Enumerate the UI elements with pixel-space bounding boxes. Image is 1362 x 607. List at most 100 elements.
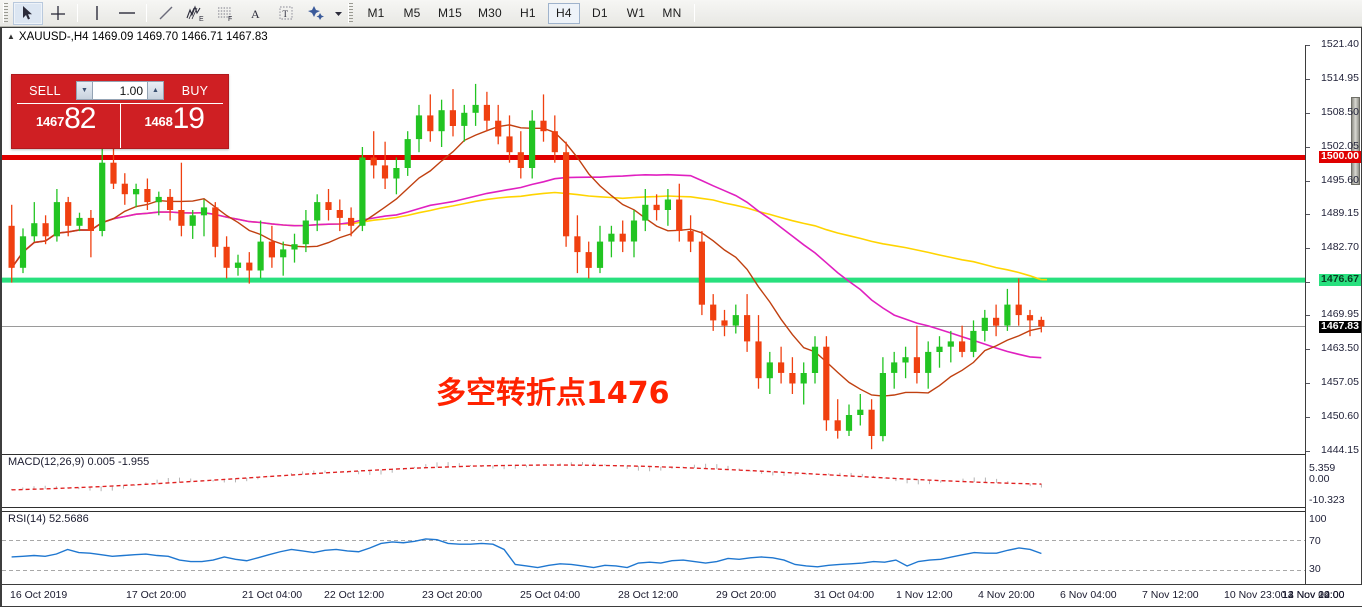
chart-annotation-text[interactable]: 多空转折点1476: [436, 376, 670, 411]
sell-price-fraction: 82: [64, 102, 96, 135]
price-tick-label: 1508.50: [1321, 105, 1359, 118]
svg-text:E: E: [199, 16, 204, 22]
time-tick-label: 12 Nov 04:00: [1282, 589, 1345, 601]
price-chart-svg: [2, 83, 1308, 450]
price-tick-label: 1482.70: [1321, 241, 1359, 254]
price-tick: [1306, 146, 1310, 148]
volume-increase-icon[interactable]: ▲: [147, 81, 164, 100]
price-tick: [1306, 214, 1310, 216]
toolbar-grip-timeframes[interactable]: [348, 3, 356, 23]
price-tick-label: 1450.60: [1321, 410, 1359, 423]
text-icon[interactable]: A: [241, 2, 271, 25]
time-tick-label: 29 Oct 20:00: [716, 589, 777, 601]
buy-button[interactable]: 1468 19: [121, 104, 229, 148]
shapes-icon[interactable]: [301, 2, 331, 25]
price-tick: [1306, 315, 1310, 317]
symbol-ohlc-text: XAUUSD-,H4 1469.09 1469.70 1466.71 1467.…: [18, 30, 268, 43]
svg-text:F: F: [228, 16, 232, 22]
time-tick-label: 17 Oct 20:00: [126, 589, 187, 601]
time-tick-label: 13 Nov 12:00: [1282, 589, 1345, 601]
svg-text:T: T: [283, 9, 289, 19]
chart-window[interactable]: ▲ XAUUSD-,H4 1469.09 1469.70 1466.71 146…: [0, 27, 1362, 607]
trade-panel-top-row: SELL ▼ 1.00 ▲ BUY: [12, 75, 228, 103]
time-tick-label: 28 Oct 12:00: [618, 589, 679, 601]
timeframe-h1-button[interactable]: H1: [520, 6, 536, 20]
macd-scale: 5.359 0.00 -10.323: [1305, 454, 1361, 511]
rsi-tick-label: 70: [1309, 535, 1321, 547]
price-tick: [1306, 45, 1310, 46]
timeframe-m15-button[interactable]: M15: [438, 6, 462, 20]
price-tick-label: 1514.95: [1321, 71, 1359, 84]
elliott-wave-icon[interactable]: E: [181, 2, 211, 25]
one-click-trading-panel[interactable]: SELL ▼ 1.00 ▲ BUY 1467 82 1468 19: [11, 74, 229, 149]
price-tick-label: 1469.95: [1321, 308, 1359, 321]
timeframe-m30-button[interactable]: M30: [477, 6, 502, 20]
rsi-tick-label: 100: [1309, 513, 1327, 525]
time-tick-label: 10 Nov 23:00: [1224, 589, 1287, 601]
toolbar-grip-tools[interactable]: [3, 3, 11, 23]
symbol-ohlc-bar: ▲ XAUUSD-,H4 1469.09 1469.70 1466.71 146…: [2, 28, 1361, 45]
volume-input[interactable]: 1.00: [93, 81, 147, 100]
toolbar-separator: [77, 4, 78, 22]
time-tick-label: 7 Nov 12:00: [1142, 589, 1199, 601]
vertical-scrollbar[interactable]: [1351, 97, 1360, 185]
macd-pane[interactable]: [2, 454, 1308, 508]
time-tick-label: 23 Oct 20:00: [422, 589, 483, 601]
timeframe-w1-button[interactable]: W1: [626, 6, 646, 20]
price-tick: [1306, 248, 1310, 250]
price-tick-label: 1463.50: [1321, 342, 1359, 355]
macd-chart-svg: [11, 462, 1042, 492]
support-price-label: 1476.67: [1319, 273, 1361, 287]
price-tick-label: 1521.40: [1321, 38, 1359, 50]
timeframe-m5-button[interactable]: M5: [403, 6, 421, 20]
time-tick-label: 1 Nov 12:00: [896, 589, 953, 601]
text-label-icon[interactable]: T: [271, 2, 301, 25]
time-tick-label: 22 Oct 12:00: [324, 589, 385, 601]
buy-price-fraction: 19: [172, 102, 205, 135]
price-tick: [1306, 180, 1310, 182]
toolbar-separator: [693, 4, 695, 22]
collapse-triangle-icon[interactable]: ▲: [7, 32, 15, 41]
last-price-price-label: 1467.83: [1319, 319, 1361, 333]
sell-label[interactable]: SELL: [29, 83, 61, 98]
volume-stepper[interactable]: ▼ 1.00 ▲: [76, 81, 164, 100]
timeframe-d1-button[interactable]: D1: [592, 6, 608, 20]
timeframe-m1-button[interactable]: M1: [367, 6, 385, 20]
time-tick-label: 21 Oct 04:00: [242, 589, 303, 601]
trendline-icon[interactable]: [151, 2, 181, 25]
price-tick: [1306, 112, 1310, 114]
price-tick: [1306, 78, 1310, 80]
price-tick: [1306, 383, 1310, 385]
cursor-icon[interactable]: [13, 1, 43, 25]
macd-tick-label: 0.00: [1309, 473, 1330, 485]
price-tick: [1306, 417, 1310, 419]
price-tick: [1306, 349, 1310, 351]
time-tick-label: 14 Nov 20:00: [1282, 589, 1345, 601]
time-axis[interactable]: 16 Oct 2019 17 Oct 20:00 21 Oct 04:00 22 Oc…: [2, 584, 1362, 606]
buy-label[interactable]: BUY: [181, 83, 209, 98]
price-tick: [1306, 282, 1310, 284]
horizontal-line-icon[interactable]: [112, 2, 142, 25]
time-tick-label: 6 Nov 04:00: [1060, 589, 1117, 601]
rsi-chart-svg: [2, 538, 1308, 572]
crosshair-icon[interactable]: [43, 2, 73, 25]
trade-panel-divider: [17, 103, 223, 104]
time-tick-label: 25 Oct 04:00: [520, 589, 581, 601]
timeframe-mn-button[interactable]: MN: [662, 6, 682, 20]
macd-tick-label: 5.359: [1309, 462, 1336, 474]
shapes-dropdown-caret-icon[interactable]: [331, 3, 345, 24]
rsi-tick-label: 30: [1309, 563, 1321, 575]
price-tick-label: 1489.15: [1321, 207, 1359, 220]
sell-button[interactable]: 1467 82: [12, 104, 121, 148]
fibonacci-icon[interactable]: F: [211, 2, 241, 25]
trade-panel-quotes: 1467 82 1468 19: [12, 104, 228, 148]
price-tick: [1306, 451, 1310, 452]
main-toolbar: E F A T M1 M5 M15 M30 H1 H4 D1 W1 MN: [0, 0, 1362, 27]
vertical-line-icon[interactable]: [82, 2, 112, 25]
price-tick-label: 1444.15: [1321, 444, 1359, 456]
svg-text:A: A: [251, 7, 260, 21]
time-tick-label: 4 Nov 20:00: [978, 589, 1035, 601]
timeframe-h4-button[interactable]: H4: [547, 2, 580, 24]
volume-decrease-icon[interactable]: ▼: [76, 81, 93, 100]
